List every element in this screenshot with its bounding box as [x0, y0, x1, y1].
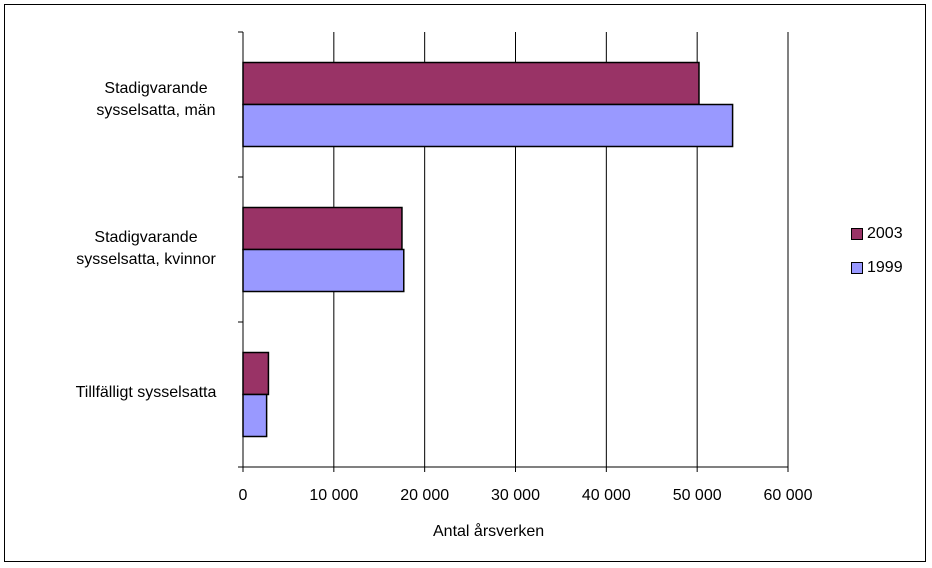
x-tick-label: 10 000	[309, 487, 359, 504]
bar-2003-2	[242, 351, 270, 396]
bar-1999-1	[242, 248, 405, 293]
category-label-temporary: Tillfälligt sysselsatta	[75, 384, 217, 401]
category-label-men-line1: Stadigvarande	[104, 80, 208, 97]
legend-label-1999: 1999	[867, 259, 903, 276]
category-label-men-line2: sysselsatta, män	[96, 102, 216, 119]
legend-swatch-2003	[851, 228, 863, 240]
bar-1999-2	[242, 393, 268, 438]
bar-2003-0	[242, 61, 700, 106]
legend-item-1999: 1999	[851, 259, 903, 277]
x-tick-label: 40 000	[581, 487, 631, 504]
bar-2003-1	[242, 206, 403, 251]
legend-item-2003: 2003	[851, 225, 903, 243]
x-tick-label: 20 000	[400, 487, 450, 504]
category-label-women-line1: Stadigvarande	[94, 229, 198, 246]
x-tick-label: 60 000	[763, 487, 813, 504]
x-tick-label: 30 000	[491, 487, 540, 504]
category-label-women: Stadigvarande sysselsatta, kvinnor	[56, 227, 236, 271]
legend-swatch-1999	[851, 262, 863, 274]
category-label-men: Stadigvarande sysselsatta, män	[76, 78, 236, 122]
x-tick-label: 0	[238, 487, 248, 504]
category-label-women-line2: sysselsatta, kvinnor	[76, 251, 216, 268]
bar-1999-0	[242, 103, 734, 148]
legend-label-2003: 2003	[867, 225, 903, 242]
x-tick-label: 50 000	[672, 487, 722, 504]
x-axis-label: Antal årsverken	[433, 523, 545, 540]
